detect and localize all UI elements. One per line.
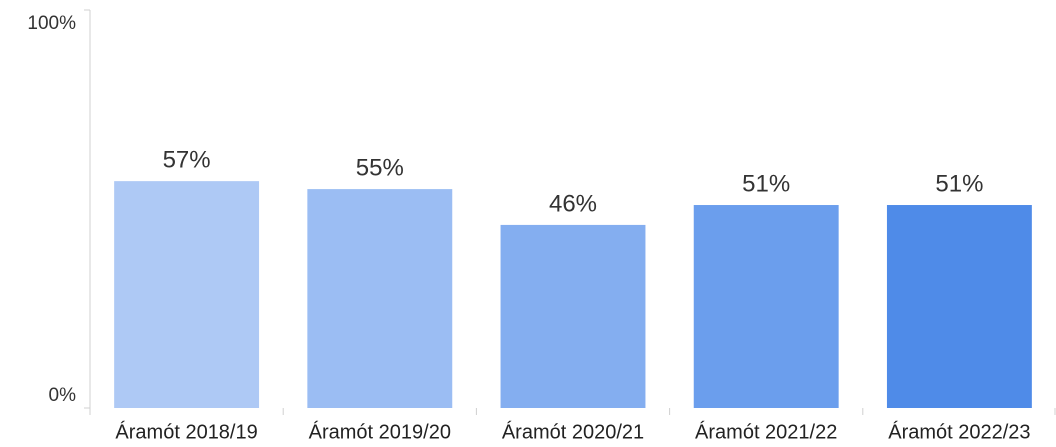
x-tick-label: Áramót 2018/19 [115, 420, 257, 443]
value-label: 46% [549, 190, 597, 217]
x-tick-label: Áramót 2020/21 [502, 420, 644, 443]
bar [500, 224, 646, 408]
bar [693, 205, 839, 408]
value-label: 51% [935, 170, 983, 197]
bar [307, 189, 453, 408]
value-label: 57% [163, 146, 211, 173]
y-tick-label: 100% [27, 13, 76, 34]
x-tick-label: Áramót 2019/20 [309, 420, 451, 443]
value-label: 51% [742, 170, 790, 197]
x-tick-label: Áramót 2021/22 [695, 420, 837, 443]
bar [114, 181, 260, 408]
value-label: 55% [356, 154, 404, 181]
x-tick-label: Áramót 2022/23 [888, 420, 1030, 443]
y-tick-label: 0% [49, 385, 77, 406]
bar [886, 205, 1032, 408]
